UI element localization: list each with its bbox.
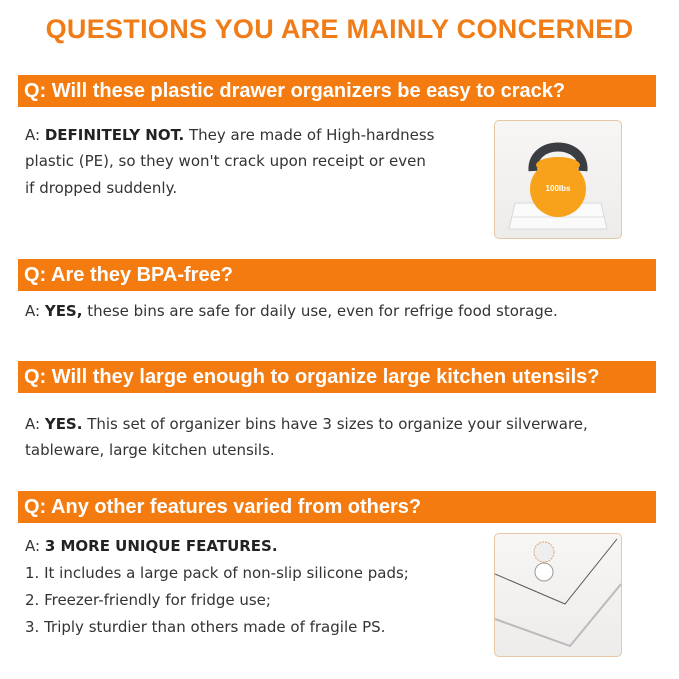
bin-corner-icon (495, 538, 621, 648)
answer-4-line-3: 2. Freezer-friendly for fridge use; (25, 591, 271, 609)
answer-4-line-4: 3. Triply sturdier than others made of f… (25, 618, 386, 636)
answer-1-line-3: if dropped suddenly. (25, 179, 178, 197)
answer-text: these bins are safe for daily use, even … (82, 302, 558, 320)
answer-emphasis: 3 MORE UNIQUE FEATURES. (44, 537, 278, 555)
answer-prefix: A: (25, 537, 45, 555)
silicone-pad-bin-corner-image (494, 533, 622, 657)
page-title: QUESTIONS YOU ARE MAINLY CONCERNED (45, 14, 634, 44)
answer-2-line-1: A: YES, these bins are safe for daily us… (25, 302, 558, 320)
question-3: Q: Will they large enough to organize la… (18, 361, 656, 393)
answer-prefix: A: (25, 302, 45, 320)
answer-prefix: A: (25, 126, 45, 144)
question-2: Q: Are they BPA-free? (18, 259, 656, 291)
kettlebell-on-bin-image: 100lbs (494, 120, 622, 239)
answer-emphasis: DEFINITELY NOT. (44, 126, 185, 144)
question-1: Q: Will these plastic drawer organizers … (18, 75, 656, 107)
answer-text: They are made of High-hardness (184, 126, 435, 144)
answer-4-line-1: A: 3 MORE UNIQUE FEATURES. (25, 537, 278, 555)
answer-emphasis: YES. (44, 415, 83, 433)
answer-3-line-1: A: YES. This set of organizer bins have … (25, 415, 588, 433)
answer-emphasis: YES, (44, 302, 83, 320)
kettlebell-icon: 100lbs (508, 142, 608, 230)
answer-1-line-1: A: DEFINITELY NOT. They are made of High… (25, 126, 435, 144)
weight-label: 100lbs (546, 184, 571, 193)
answer-4-line-2: 1. It includes a large pack of non-slip … (25, 564, 409, 582)
answer-prefix: A: (25, 415, 45, 433)
answer-3-line-2: tableware, large kitchen utensils. (25, 441, 275, 459)
question-4: Q: Any other features varied from others… (18, 491, 656, 523)
answer-text: This set of organizer bins have 3 sizes … (82, 415, 588, 433)
answer-1-line-2: plastic (PE), so they won't crack upon r… (25, 152, 426, 170)
